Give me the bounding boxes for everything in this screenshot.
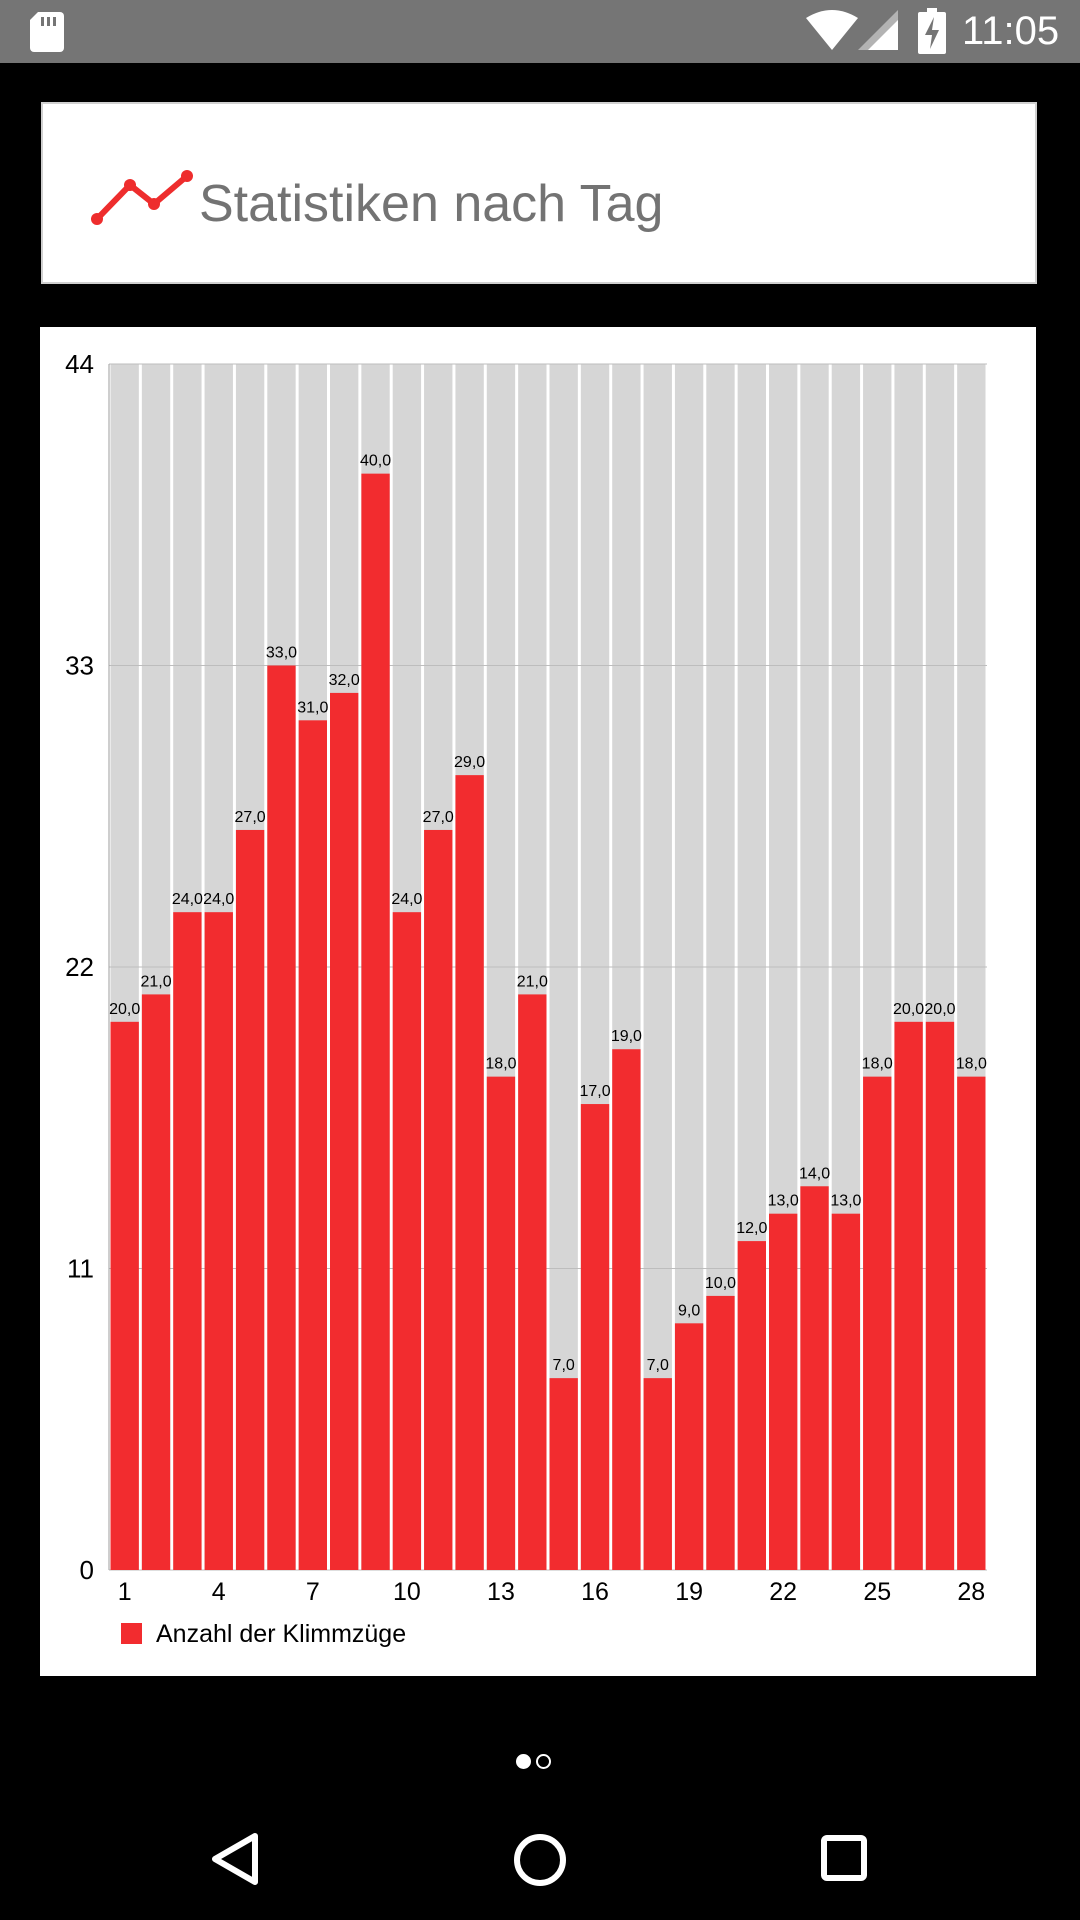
- y-tick-label: 44: [65, 349, 94, 379]
- bar-value-label: 13,0: [830, 1193, 861, 1210]
- bar-value-label: 21,0: [517, 973, 548, 990]
- y-tick-label: 0: [80, 1555, 94, 1585]
- bar-value-label: 7,0: [553, 1357, 575, 1374]
- x-tick-label: 25: [863, 1578, 891, 1606]
- bar: [298, 720, 327, 1570]
- header-card: Statistiken nach Tag: [41, 102, 1037, 284]
- wifi-icon: [806, 10, 858, 50]
- page-title: Statistiken nach Tag: [199, 175, 664, 233]
- y-tick-label: 33: [65, 651, 94, 681]
- x-tick-label: 4: [212, 1578, 226, 1606]
- bar: [580, 1104, 610, 1570]
- bar-value-label: 13,0: [768, 1193, 799, 1210]
- bar-value-label: 32,0: [329, 672, 360, 689]
- bar-value-label: 20,0: [893, 1001, 924, 1018]
- bar-value-label: 10,0: [705, 1275, 736, 1292]
- x-tick-label: 28: [957, 1578, 985, 1606]
- bar-value-label: 19,0: [611, 1028, 642, 1045]
- recents-icon[interactable]: [820, 1834, 868, 1882]
- bar-value-label: 18,0: [956, 1056, 987, 1073]
- x-tick-label: 22: [769, 1578, 797, 1606]
- status-clock: 11:05: [962, 9, 1060, 53]
- x-tick-label: 16: [581, 1578, 609, 1606]
- x-tick-label: 19: [675, 1578, 703, 1606]
- bar-value-label: 24,0: [203, 891, 234, 908]
- x-tick-label: 1: [118, 1578, 132, 1606]
- bar: [267, 665, 296, 1570]
- bar: [674, 1323, 704, 1570]
- bar: [330, 692, 359, 1570]
- bar: [392, 912, 422, 1570]
- bar-value-label: 24,0: [391, 891, 422, 908]
- home-icon[interactable]: [512, 1832, 568, 1888]
- bar-value-label: 20,0: [109, 1001, 140, 1018]
- legend-label: Anzahl der Klimmzüge: [156, 1620, 407, 1648]
- bar-value-label: 9,0: [678, 1302, 700, 1319]
- x-tick-label: 7: [306, 1578, 320, 1606]
- bar: [957, 1076, 986, 1570]
- cell-signal-icon: [858, 10, 898, 50]
- bar: [863, 1076, 892, 1570]
- bar-value-label: 33,0: [266, 645, 297, 662]
- bar: [769, 1213, 798, 1570]
- bar: [424, 829, 453, 1570]
- navigation-bar: [0, 1792, 1080, 1920]
- bar-value-label: 14,0: [799, 1165, 830, 1182]
- bar: [141, 994, 171, 1570]
- page-indicator[interactable]: [514, 1751, 554, 1773]
- page-dot-inactive[interactable]: [536, 1754, 551, 1769]
- bar: [361, 473, 390, 1570]
- y-tick-label: 11: [67, 1254, 94, 1284]
- bar: [518, 994, 547, 1570]
- legend-swatch: [121, 1623, 142, 1644]
- bar-value-label: 18,0: [862, 1056, 893, 1073]
- bar: [204, 912, 233, 1570]
- x-tick-label: 10: [393, 1578, 421, 1606]
- bar-value-label: 27,0: [235, 809, 266, 826]
- bar-value-label: 7,0: [647, 1357, 669, 1374]
- bar: [110, 1021, 139, 1570]
- bar-value-label: 12,0: [736, 1220, 767, 1237]
- bar: [737, 1241, 766, 1570]
- bar: [925, 1021, 955, 1570]
- bar-value-label: 20,0: [924, 1001, 955, 1018]
- bar: [831, 1213, 861, 1570]
- chart-card: 0 11 22 33 44 20,0 21,0 24,0 24,0 27,0 33,0 31,0 32,…: [40, 327, 1036, 1676]
- page-dot-active[interactable]: [516, 1754, 531, 1769]
- bar-value-label: 29,0: [454, 754, 485, 771]
- bar: [173, 912, 202, 1570]
- bar-value-label: 17,0: [579, 1083, 610, 1100]
- bar-value-label: 40,0: [360, 453, 391, 470]
- bar: [549, 1378, 578, 1570]
- bar: [235, 829, 265, 1570]
- bar: [455, 775, 484, 1570]
- bar-value-label: 24,0: [172, 891, 203, 908]
- bar: [612, 1049, 641, 1570]
- bar-value-label: 31,0: [297, 699, 328, 716]
- bar: [486, 1076, 516, 1570]
- back-icon[interactable]: [210, 1832, 260, 1886]
- bar-value-label: 27,0: [423, 809, 454, 826]
- sd-card-icon: [30, 12, 64, 52]
- bar-value-label: 18,0: [485, 1056, 516, 1073]
- bar: [894, 1021, 923, 1570]
- status-bar: 11:05: [0, 0, 1080, 63]
- bar: [643, 1378, 672, 1570]
- line-chart-icon: [91, 170, 193, 225]
- y-tick-label: 22: [65, 952, 94, 982]
- bar: [800, 1186, 829, 1570]
- x-tick-label: 13: [487, 1578, 515, 1606]
- bar: [706, 1295, 735, 1570]
- bar-value-label: 21,0: [140, 973, 171, 990]
- battery-charging-icon: [918, 8, 946, 54]
